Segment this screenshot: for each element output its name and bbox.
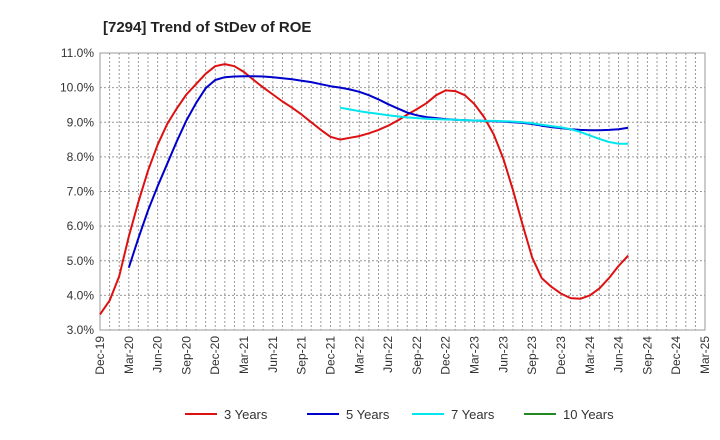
x-tick-label: Dec-20 — [208, 336, 222, 375]
x-tick-label: Jun-22 — [381, 336, 395, 373]
x-tick-label: Dec-23 — [554, 336, 568, 375]
x-tick-label: Mar-20 — [122, 336, 136, 374]
y-axis: 3.0% 4.0% 5.0% 6.0% 7.0% 8.0% 9.0% 10.0% 11.0% — [60, 46, 94, 337]
y-tick-label: 6.0% — [67, 219, 95, 233]
x-tick-label: Sep-20 — [179, 336, 193, 375]
x-tick-label: Dec-24 — [669, 336, 683, 375]
plot-area — [99, 52, 706, 331]
x-tick-label: Sep-24 — [640, 336, 654, 375]
series-line-7-years — [339, 106, 629, 145]
x-tick-label: Mar-25 — [698, 336, 712, 374]
legend-label-10-years: 10 Years — [563, 407, 614, 422]
x-tick-label: Sep-21 — [295, 336, 309, 375]
x-tick-label: Sep-23 — [525, 336, 539, 375]
x-tick-label: Jun-23 — [496, 336, 510, 373]
legend-label-7-years: 7 Years — [451, 407, 495, 422]
y-tick-label: 3.0% — [67, 323, 95, 337]
y-tick-label: 7.0% — [67, 185, 95, 199]
x-tick-label: Mar-24 — [583, 336, 597, 374]
grid — [100, 53, 705, 330]
y-tick-label: 11.0% — [61, 46, 94, 60]
y-tick-label: 9.0% — [67, 115, 95, 129]
chart-title: [7294] Trend of StDev of ROE — [103, 19, 311, 36]
x-tick-label: Jun-24 — [612, 336, 626, 373]
series-lines — [99, 63, 629, 315]
y-tick-label: 8.0% — [67, 150, 95, 164]
x-tick-label: Dec-21 — [323, 336, 337, 375]
series-line-3-years — [99, 63, 629, 315]
y-tick-label: 10.0% — [60, 81, 94, 95]
y-tick-label: 5.0% — [67, 254, 95, 268]
x-tick-label: Jun-20 — [151, 336, 165, 373]
y-tick-label: 4.0% — [67, 288, 95, 302]
x-tick-label: Mar-21 — [237, 336, 251, 374]
legend: 3 Years 5 Years 7 Years 10 Years — [185, 407, 614, 422]
x-tick-label: Mar-22 — [352, 336, 366, 374]
legend-label-5-years: 5 Years — [346, 407, 390, 422]
x-tick-label: Dec-19 — [93, 336, 107, 375]
legend-label-3-years: 3 Years — [224, 407, 268, 422]
x-tick-label: Mar-23 — [468, 336, 482, 374]
x-axis: Dec-19 Mar-20 Jun-20 Sep-20 Dec-20 Mar-21 Jun-… — [93, 336, 712, 375]
x-tick-label: Jun-21 — [266, 336, 280, 373]
x-tick-label: Dec-22 — [439, 336, 453, 375]
x-tick-label: Sep-22 — [410, 336, 424, 375]
